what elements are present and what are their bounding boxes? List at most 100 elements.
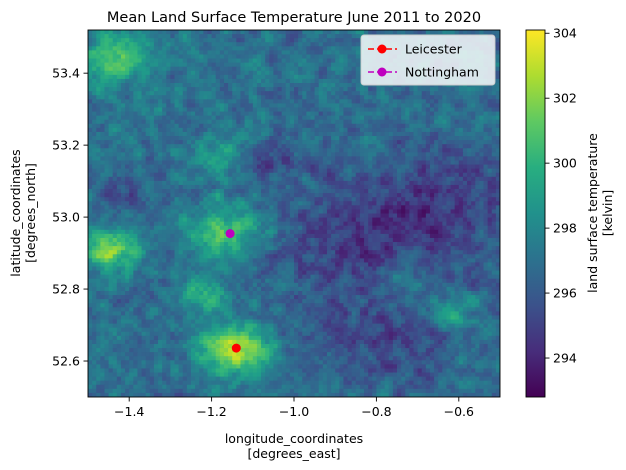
- heatmap-cell: [146, 87, 151, 92]
- heatmap-cell: [170, 63, 175, 68]
- heatmap-cell: [191, 83, 196, 88]
- heatmap-cell: [175, 181, 180, 186]
- heatmap-cell: [224, 205, 229, 210]
- heatmap-cell: [216, 132, 221, 137]
- heatmap-cell: [389, 189, 394, 194]
- heatmap-cell: [199, 169, 204, 174]
- heatmap-cell: [125, 128, 130, 133]
- heatmap-cell: [113, 107, 118, 112]
- heatmap-cell: [269, 144, 274, 149]
- heatmap-cell: [232, 71, 237, 76]
- heatmap-cell: [187, 197, 192, 202]
- heatmap-cell: [228, 103, 233, 108]
- heatmap-cell: [484, 185, 489, 190]
- heatmap-cell: [467, 136, 472, 141]
- heatmap-cell: [306, 79, 311, 84]
- heatmap-cell: [96, 177, 101, 182]
- heatmap-cell: [92, 99, 97, 104]
- heatmap-cell: [310, 152, 315, 157]
- heatmap-cell: [142, 112, 147, 117]
- heatmap-cell: [117, 173, 122, 178]
- heatmap-cell: [142, 169, 147, 174]
- heatmap-cell: [150, 63, 155, 68]
- heatmap-cell: [302, 71, 307, 76]
- heatmap-cell: [175, 112, 180, 117]
- heatmap-cell: [327, 38, 332, 43]
- heatmap-cell: [409, 99, 414, 104]
- heatmap-cell: [129, 71, 134, 76]
- heatmap-cell: [488, 185, 493, 190]
- heatmap-cell: [381, 160, 386, 165]
- heatmap-cell: [104, 144, 109, 149]
- heatmap-cell: [121, 218, 126, 223]
- heatmap-cell: [224, 38, 229, 43]
- heatmap-cell: [269, 67, 274, 72]
- heatmap-cell: [179, 169, 184, 174]
- heatmap-cell: [265, 38, 270, 43]
- heatmap-cell: [422, 165, 427, 170]
- heatmap-cell: [249, 230, 254, 235]
- heatmap-cell: [364, 205, 369, 210]
- heatmap-cell: [203, 169, 208, 174]
- heatmap-cell: [207, 201, 212, 206]
- heatmap-cell: [389, 107, 394, 112]
- heatmap-cell: [471, 230, 476, 235]
- heatmap-cell: [294, 222, 299, 227]
- heatmap-cell: [422, 116, 427, 121]
- heatmap-cell: [257, 103, 262, 108]
- heatmap-cell: [385, 103, 390, 108]
- heatmap-cell: [104, 230, 109, 235]
- heatmap-cell: [245, 140, 250, 145]
- heatmap-cell: [104, 75, 109, 80]
- heatmap-cell: [261, 136, 266, 141]
- heatmap-cell: [261, 87, 266, 92]
- heatmap-cell: [488, 222, 493, 227]
- heatmap-cell: [426, 181, 431, 186]
- heatmap-cell: [113, 148, 118, 153]
- heatmap-cell: [426, 152, 431, 157]
- heatmap-cell: [446, 181, 451, 186]
- heatmap-cell: [323, 75, 328, 80]
- heatmap-cell: [179, 116, 184, 121]
- heatmap-cell: [389, 209, 394, 214]
- heatmap-cell: [133, 197, 138, 202]
- heatmap-cell: [455, 193, 460, 198]
- heatmap-cell: [207, 103, 212, 108]
- heatmap-cell: [467, 128, 472, 133]
- heatmap-cell: [475, 132, 480, 137]
- heatmap-cell: [129, 165, 134, 170]
- heatmap-cell: [455, 226, 460, 231]
- heatmap-cell: [137, 156, 142, 161]
- heatmap-cell: [166, 116, 171, 121]
- heatmap-cell: [356, 173, 361, 178]
- heatmap-cell: [146, 83, 151, 88]
- heatmap-cell: [104, 79, 109, 84]
- heatmap-cell: [405, 120, 410, 125]
- heatmap-cell: [405, 124, 410, 129]
- heatmap-cell: [249, 107, 254, 112]
- heatmap-cell: [273, 132, 278, 137]
- heatmap-cell: [125, 59, 130, 64]
- heatmap-cell: [129, 42, 134, 47]
- heatmap-cell: [339, 152, 344, 157]
- heatmap-cell: [245, 160, 250, 165]
- heatmap-cell: [92, 132, 97, 137]
- heatmap-cell: [434, 116, 439, 121]
- heatmap-cell: [162, 205, 167, 210]
- heatmap-cell: [265, 193, 270, 198]
- heatmap-cell: [88, 38, 93, 43]
- heatmap-cell: [451, 124, 456, 129]
- heatmap-cell: [451, 128, 456, 133]
- heatmap-cell: [109, 177, 114, 182]
- heatmap-cell: [166, 222, 171, 227]
- heatmap-cell: [162, 230, 167, 235]
- heatmap-cell: [154, 156, 159, 161]
- heatmap-cell: [269, 148, 274, 153]
- heatmap-cell: [249, 63, 254, 68]
- heatmap-cell: [418, 87, 423, 92]
- heatmap-cell: [335, 140, 340, 145]
- heatmap-cell: [96, 107, 101, 112]
- heatmap-cell: [253, 177, 258, 182]
- heatmap-cell: [282, 124, 287, 129]
- heatmap-cell: [352, 193, 357, 198]
